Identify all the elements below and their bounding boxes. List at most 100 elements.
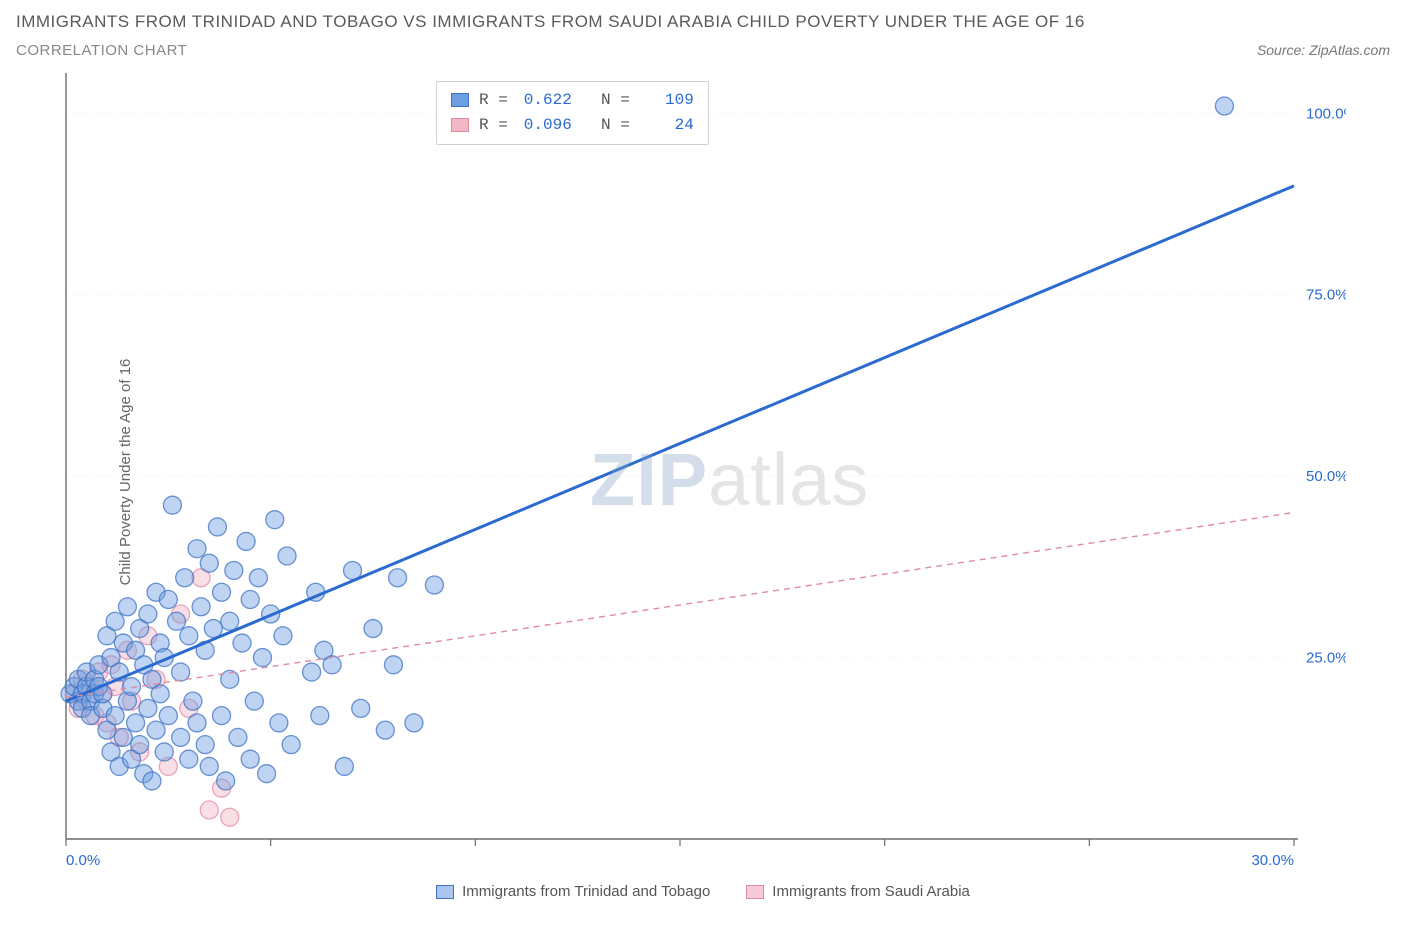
data-point [163, 496, 181, 514]
legend-n-label: N = [582, 113, 630, 138]
series-legend-item: Immigrants from Trinidad and Tobago [436, 883, 710, 900]
data-point [233, 634, 251, 652]
data-point [147, 721, 165, 739]
data-point [352, 699, 370, 717]
data-point [106, 707, 124, 725]
legend-row: R = 0.622 N = 109 [451, 88, 694, 113]
data-point [241, 750, 259, 768]
data-point [192, 598, 210, 616]
data-point [282, 736, 300, 754]
data-point [172, 728, 190, 746]
data-point [253, 649, 271, 667]
data-point [376, 721, 394, 739]
data-point [303, 663, 321, 681]
svg-text:100.0%: 100.0% [1306, 105, 1346, 122]
legend-swatch [746, 885, 764, 899]
legend-swatch [451, 93, 469, 107]
series-legend-label: Immigrants from Trinidad and Tobago [462, 883, 710, 900]
data-point [258, 765, 276, 783]
data-point [405, 714, 423, 732]
svg-text:50.0%: 50.0% [1306, 468, 1346, 485]
data-point [229, 728, 247, 746]
data-point [225, 561, 243, 579]
data-point [168, 612, 186, 630]
data-point [200, 757, 218, 775]
data-point [213, 583, 231, 601]
svg-text:25.0%: 25.0% [1306, 650, 1346, 667]
source-attribution: Source: ZipAtlas.com [1257, 42, 1390, 58]
legend-r-value: 0.622 [518, 88, 572, 113]
legend-r-label: R = [479, 113, 508, 138]
data-point [1215, 97, 1233, 115]
legend-n-label: N = [582, 88, 630, 113]
scatter-plot: 0.0% 30.0% 25.0% 50.0% 75.0% 100.0% [16, 67, 1346, 877]
data-point [237, 532, 255, 550]
data-point [151, 685, 169, 703]
data-point [172, 663, 190, 681]
data-point [122, 678, 140, 696]
data-point [159, 707, 177, 725]
data-point [204, 620, 222, 638]
chart-subtitle: CORRELATION CHART [16, 42, 187, 59]
data-point [139, 699, 157, 717]
data-point [118, 598, 136, 616]
legend-r-value: 0.096 [518, 113, 572, 138]
legend-n-value: 109 [640, 88, 694, 113]
chart-container: Child Poverty Under the Age of 16 0.0% 30… [16, 67, 1390, 877]
data-point [176, 569, 194, 587]
data-point [196, 736, 214, 754]
legend-n-value: 24 [640, 113, 694, 138]
series-legend: Immigrants from Trinidad and Tobago Immig… [16, 883, 1390, 900]
legend-r-label: R = [479, 88, 508, 113]
data-point [245, 692, 263, 710]
data-point [384, 656, 402, 674]
series-legend-label: Immigrants from Saudi Arabia [772, 883, 970, 900]
source-prefix: Source: [1257, 42, 1309, 58]
data-point [213, 707, 231, 725]
data-point [180, 627, 198, 645]
source-name: ZipAtlas.com [1309, 42, 1390, 58]
data-point [266, 511, 284, 529]
y-axis-label: Child Poverty Under the Age of 16 [117, 359, 134, 586]
data-point [389, 569, 407, 587]
correlation-legend: R = 0.622 N = 109 R = 0.096 N = 24 [436, 81, 709, 145]
svg-text:75.0%: 75.0% [1306, 287, 1346, 304]
data-point [425, 576, 443, 594]
data-point [131, 736, 149, 754]
data-point [188, 714, 206, 732]
data-point [208, 518, 226, 536]
data-point [188, 540, 206, 558]
data-point [159, 591, 177, 609]
data-point [241, 591, 259, 609]
data-point [127, 714, 145, 732]
data-point [200, 554, 218, 572]
data-point [311, 707, 329, 725]
legend-row: R = 0.096 N = 24 [451, 113, 694, 138]
data-point [139, 605, 157, 623]
svg-text:30.0%: 30.0% [1251, 852, 1294, 869]
data-point [270, 714, 288, 732]
svg-text:0.0%: 0.0% [66, 852, 100, 869]
legend-swatch [451, 118, 469, 132]
regression-line [66, 186, 1294, 701]
data-point [184, 692, 202, 710]
data-point [143, 772, 161, 790]
data-point [106, 612, 124, 630]
data-point [114, 728, 132, 746]
data-point [155, 743, 173, 761]
data-point [364, 620, 382, 638]
data-point [217, 772, 235, 790]
chart-title: IMMIGRANTS FROM TRINIDAD AND TOBAGO VS I… [16, 12, 1390, 32]
data-point [249, 569, 267, 587]
data-point [335, 757, 353, 775]
data-point [180, 750, 198, 768]
legend-swatch [436, 885, 454, 899]
data-point [278, 547, 296, 565]
subtitle-row: CORRELATION CHART Source: ZipAtlas.com [16, 42, 1390, 59]
data-point [200, 801, 218, 819]
series-legend-item: Immigrants from Saudi Arabia [746, 883, 970, 900]
data-point [221, 612, 239, 630]
data-point [221, 808, 239, 826]
data-point [274, 627, 292, 645]
data-point [323, 656, 341, 674]
